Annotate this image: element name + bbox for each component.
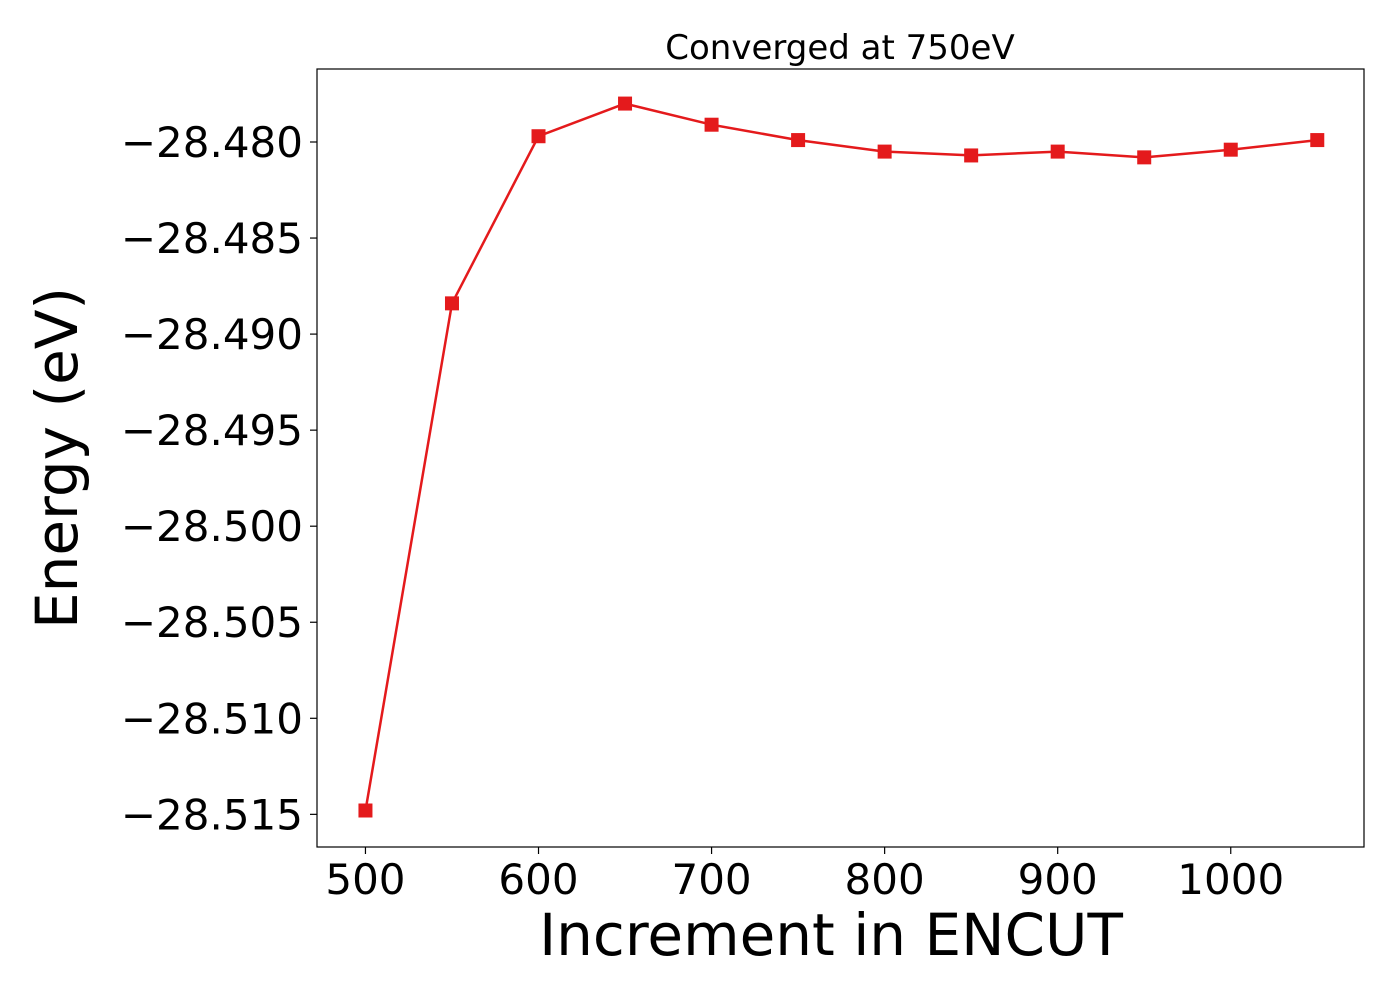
y-tick-label: −28.500	[121, 502, 303, 551]
y-tick-label: −28.480	[121, 118, 303, 167]
data-point-marker	[877, 144, 892, 159]
x-tick-label: 800	[845, 855, 925, 904]
data-point-marker	[791, 133, 806, 148]
x-tick-label: 1000	[1177, 855, 1284, 904]
data-point-marker	[1050, 144, 1065, 159]
y-tick-label: −28.495	[121, 406, 303, 455]
data-point-marker	[618, 96, 633, 111]
y-axis-label: Energy (eV)	[23, 287, 91, 629]
y-tick-label: −28.515	[121, 790, 303, 839]
data-point-marker	[1310, 133, 1325, 148]
x-axis-label: Increment in ENCUT	[539, 901, 1123, 969]
x-tick-label: 600	[498, 855, 578, 904]
data-point-marker	[444, 296, 459, 311]
y-tick-label: −28.510	[121, 694, 303, 743]
data-point-marker	[1137, 150, 1152, 165]
data-point-marker	[531, 129, 546, 144]
y-tick-label: −28.490	[121, 310, 303, 359]
plot-area-frame	[316, 68, 1365, 848]
x-tick-label: 700	[671, 855, 751, 904]
data-point-marker	[964, 148, 979, 163]
x-tick-label: 900	[1018, 855, 1098, 904]
series-line	[364, 102, 1318, 811]
y-tick-label: −28.485	[121, 214, 303, 263]
chart-title: Converged at 750eV	[665, 28, 1014, 68]
y-axis-ticks: −28.515 −28.510 −28.505 −28.500 −28.495 −28.4…	[121, 118, 317, 839]
data-point-marker	[704, 117, 719, 132]
data-point-marker	[358, 803, 373, 818]
y-tick-label: −28.505	[121, 598, 303, 647]
x-tick-label: 500	[325, 855, 405, 904]
x-axis-ticks: 500 600 700 800 900 1000	[325, 847, 1284, 904]
series-layer	[358, 96, 1325, 818]
data-point-marker	[1223, 142, 1238, 157]
